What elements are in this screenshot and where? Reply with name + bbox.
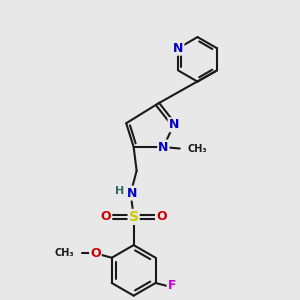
Text: N: N [158, 140, 169, 154]
Text: N: N [127, 187, 137, 200]
Text: O: O [156, 210, 166, 224]
Text: O: O [101, 210, 111, 224]
Text: O: O [90, 247, 101, 260]
Text: F: F [168, 280, 176, 292]
Text: CH₃: CH₃ [54, 248, 74, 258]
Text: S: S [129, 210, 139, 224]
Text: H: H [115, 186, 124, 196]
Text: N: N [169, 118, 179, 131]
Text: N: N [173, 42, 183, 55]
Text: CH₃: CH₃ [187, 143, 207, 154]
